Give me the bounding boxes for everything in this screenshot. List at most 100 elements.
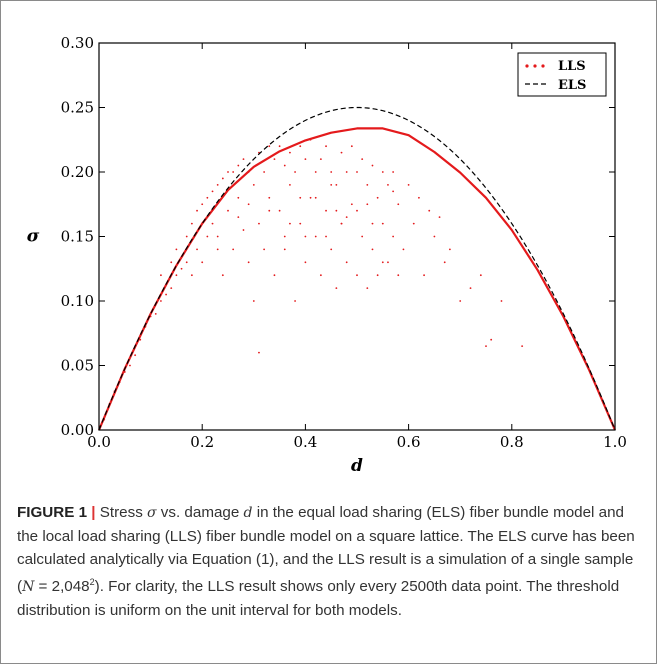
caption-sigma: σ: [147, 505, 157, 521]
lls-point: [366, 203, 369, 206]
lls-point: [216, 248, 219, 251]
lls-point: [278, 209, 281, 212]
x-axis-label: d: [351, 456, 363, 476]
lls-point: [309, 196, 312, 199]
lls-point: [366, 287, 369, 289]
lls-point: [232, 248, 235, 251]
lls-point: [196, 209, 198, 212]
lls-point: [387, 261, 389, 264]
lls-point: [392, 171, 395, 173]
lls-point: [154, 313, 157, 315]
lls-point: [325, 209, 327, 212]
lls-point: [371, 164, 374, 167]
y-tick-label: 0.25: [61, 99, 94, 117]
lls-point: [227, 171, 229, 173]
lls-point: [314, 196, 317, 199]
lls-point: [345, 261, 348, 264]
plot-area: [99, 43, 615, 430]
lls-point: [299, 196, 302, 199]
caption-text-3: in the equal load sharing (ELS) fiber bu…: [17, 504, 635, 596]
lls-point: [423, 274, 425, 277]
lls-point: [356, 274, 358, 277]
lls-point: [216, 235, 219, 238]
lls-point: [242, 229, 245, 231]
y-tick-label: 0.10: [61, 292, 94, 310]
lls-point: [247, 261, 250, 264]
lls-point: [283, 248, 286, 251]
lls-point: [273, 274, 276, 277]
lls-point: [268, 145, 271, 148]
lls-point: [407, 184, 410, 186]
legend-lls-dot: [525, 64, 529, 68]
lls-point: [335, 209, 338, 212]
y-tick-label: 0.20: [61, 163, 94, 181]
lls-point: [185, 235, 188, 238]
lls-point: [237, 196, 240, 199]
lls-point: [381, 171, 384, 173]
lls-point: [319, 158, 322, 161]
lls-point: [201, 203, 204, 206]
lls-point: [211, 190, 214, 193]
legend-lls-label: LLS: [558, 59, 586, 74]
lls-point: [170, 287, 173, 289]
lls-point: [412, 222, 415, 225]
lls-point: [160, 274, 162, 277]
lls-point: [345, 171, 348, 173]
caption-n: N: [22, 579, 35, 596]
lls-point: [340, 222, 343, 225]
lls-point: [397, 203, 400, 206]
lls-point: [221, 177, 224, 180]
caption-label: FIGURE 1: [17, 504, 88, 521]
lls-point: [330, 248, 333, 251]
lls-point: [258, 351, 260, 354]
lls-point: [289, 151, 291, 154]
lls-point: [242, 158, 245, 161]
y-tick-label: 0.15: [61, 228, 94, 246]
lls-point: [335, 184, 338, 186]
lls-point: [304, 261, 307, 264]
lls-point: [123, 371, 126, 373]
lls-point: [350, 203, 353, 206]
lls-point: [268, 209, 271, 212]
y-axis-label: σ: [27, 227, 40, 247]
lls-point: [294, 300, 296, 302]
lls-point: [180, 267, 183, 270]
lls-point: [289, 184, 291, 186]
caption-d: d: [243, 505, 253, 521]
lls-point: [335, 287, 338, 289]
stress-damage-chart: 0.0 0.2 0.4 0.6 0.8 1.0 0.00 0.05 0.10 0.15 0.20 0.…: [27, 34, 627, 476]
x-tick-label: 0.8: [500, 433, 524, 451]
lls-point: [232, 171, 235, 173]
lls-point: [283, 235, 286, 238]
lls-point: [294, 171, 296, 173]
lls-point: [361, 158, 364, 161]
lls-point: [247, 171, 250, 173]
legend-lls-dot: [541, 64, 545, 68]
lls-point: [438, 216, 441, 219]
lls-point: [237, 164, 240, 167]
lls-point: [304, 158, 307, 161]
lls-point: [175, 248, 178, 251]
lls-point: [227, 209, 229, 212]
lls-point: [196, 248, 198, 251]
lls-point: [206, 235, 209, 238]
lls-point: [392, 190, 395, 193]
lls-point: [237, 216, 240, 219]
lls-point: [273, 158, 276, 161]
lls-point: [139, 338, 142, 341]
lls-point: [521, 345, 524, 348]
figure-caption: FIGURE 1 | Stress σ vs. damage d in the …: [17, 501, 642, 622]
legend: LLS ELS: [517, 52, 607, 97]
y-tick-label: 0.05: [61, 357, 94, 375]
lls-point: [314, 171, 317, 173]
x-tick-label: 0.0: [87, 433, 111, 451]
caption-text-2: vs. damage: [156, 504, 244, 521]
lls-point: [350, 145, 353, 148]
lls-point: [361, 235, 364, 238]
x-tick-label: 0.6: [397, 433, 421, 451]
lls-point: [371, 222, 374, 225]
lls-point: [211, 222, 214, 225]
lls-point: [319, 274, 322, 277]
x-tick-label: 1.0: [603, 433, 627, 451]
legend-box: [517, 52, 607, 97]
